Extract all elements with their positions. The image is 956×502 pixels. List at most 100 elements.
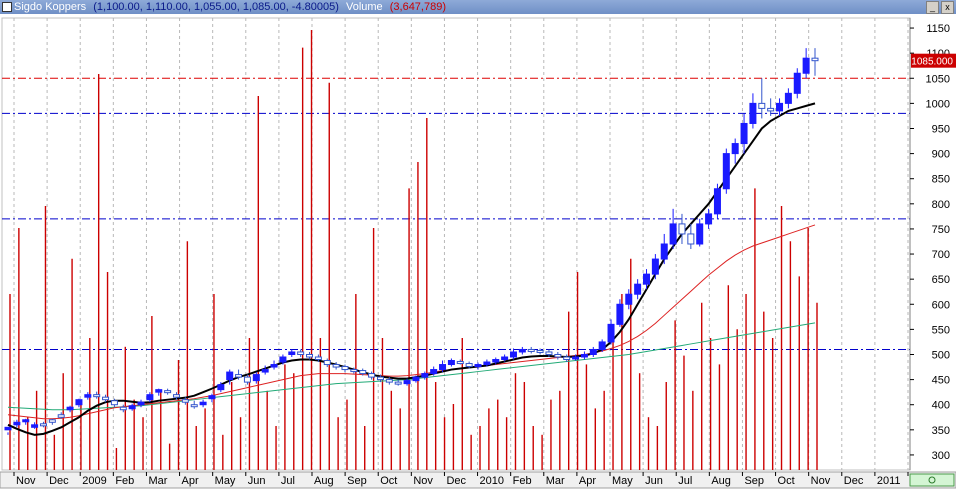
candle-body [643, 273, 651, 285]
candle-body [297, 351, 305, 355]
candle-body [625, 293, 633, 305]
candle-body [190, 404, 198, 408]
candle-body [39, 423, 47, 427]
candle-body [172, 394, 180, 398]
date-tick-label: Jul [678, 475, 692, 487]
candle-body [146, 394, 154, 401]
candle-body [687, 233, 695, 245]
date-tick-label: Jun [248, 475, 266, 487]
last-price-label: 1085.000 [911, 57, 953, 68]
candle-body [767, 107, 775, 112]
candle-body [314, 356, 322, 361]
price-tick-label: 650 [932, 274, 950, 286]
date-tick-label: Feb [115, 475, 134, 487]
candle-body [651, 258, 659, 275]
date-tick-label: Apr [182, 475, 199, 487]
volume-label: Volume [345, 1, 383, 13]
candle-body [740, 122, 748, 145]
ohlc-values: (1,100.00, 1,110.00, 1,055.00, 1,085.00,… [93, 1, 339, 13]
minimize-button[interactable]: _ [926, 1, 939, 14]
candle-body [430, 369, 438, 375]
date-tick-label: Dec [446, 475, 466, 487]
price-tick-label: 1050 [926, 73, 950, 85]
price-tick-label: 300 [932, 450, 950, 462]
candle-body [749, 102, 757, 124]
candle-body [332, 364, 340, 368]
date-tick-label: Jul [281, 475, 295, 487]
date-tick-label: Feb [513, 475, 532, 487]
candle-body [270, 364, 278, 368]
date-tick-label: 2011 [877, 475, 901, 487]
chart-title-bar[interactable]: Sigdo Koppers (1,100.00, 1,110.00, 1,055… [0, 0, 956, 14]
price-tick-label: 450 [932, 375, 950, 387]
price-tick-label: 900 [932, 149, 950, 161]
candle-body [306, 353, 314, 358]
candle-body [598, 341, 606, 350]
price-axis: 300 350 400 450 500 550 600 650 700 750 800 850 900 9… [909, 18, 956, 470]
candle-body [84, 394, 92, 398]
price-tick-label: 850 [932, 174, 950, 186]
date-tick-label: Sep [347, 475, 367, 487]
date-tick-label: Nov [413, 475, 433, 487]
date-tick-label: Dec [844, 475, 864, 487]
candle-body [811, 57, 819, 62]
candle-body [412, 376, 420, 382]
candle-body [793, 72, 801, 94]
candle-body [252, 374, 260, 382]
candle-body [66, 406, 74, 411]
date-tick-label: Sep [744, 475, 764, 487]
candle-body [75, 399, 83, 406]
last-price-badge [911, 53, 956, 68]
candle-body [439, 364, 447, 371]
candle-body [137, 401, 145, 406]
candlesticks [4, 48, 819, 435]
price-tick-label: 800 [932, 199, 950, 211]
candle-body [128, 405, 136, 410]
date-axis: Nov Dec 2009 Feb Mar Apr May Jun Jul Aug Sep Oct Nov… [0, 471, 956, 489]
candle-body [572, 356, 580, 360]
date-tick-label: 2010 [480, 475, 504, 487]
price-tick-label: 600 [932, 299, 950, 311]
price-tick-label: 1150 [926, 23, 950, 35]
price-tick-label: 700 [932, 249, 950, 261]
symbol-name: Sigdo Koppers [14, 1, 87, 13]
last-price-tag: 1085.000 [911, 53, 956, 68]
close-button[interactable]: x [941, 1, 954, 14]
candle-body [784, 92, 792, 104]
candle-body [802, 57, 810, 74]
candle-body [323, 360, 331, 366]
candle-body [22, 419, 30, 423]
date-tick-label: Nov [16, 475, 36, 487]
date-tick-label: Aug [711, 475, 731, 487]
candle-body [580, 353, 588, 358]
candle-body [722, 153, 730, 190]
candle-body [31, 424, 39, 428]
price-chart[interactable]: 300 350 400 450 500 550 600 650 700 750 800 850 900 9… [0, 14, 956, 502]
candle-body [563, 356, 571, 361]
candle-body [102, 396, 110, 401]
candle-body [545, 351, 553, 355]
candle-body [492, 359, 500, 363]
candle-body [465, 363, 473, 368]
candle-body [217, 384, 225, 391]
candle-body [696, 223, 704, 245]
price-axis-bg [910, 18, 956, 470]
candle-body [243, 376, 251, 383]
date-tick-label: 2009 [82, 475, 106, 487]
candle-body [350, 369, 358, 373]
candle-body [261, 369, 269, 373]
candle-body [235, 374, 243, 378]
price-tick-label: 950 [932, 123, 950, 135]
candle-body [403, 380, 411, 385]
candle-body [181, 399, 189, 403]
price-tick-label: 400 [932, 400, 950, 412]
candle-body [758, 102, 766, 109]
candle-body [93, 394, 101, 398]
candle-body [501, 356, 509, 361]
candle-body [155, 389, 163, 393]
date-tick-label: Nov [811, 475, 831, 487]
window-menu-icon[interactable] [2, 2, 12, 12]
candle-body [589, 348, 597, 355]
candle-body [776, 102, 784, 112]
candle-body [57, 414, 65, 418]
